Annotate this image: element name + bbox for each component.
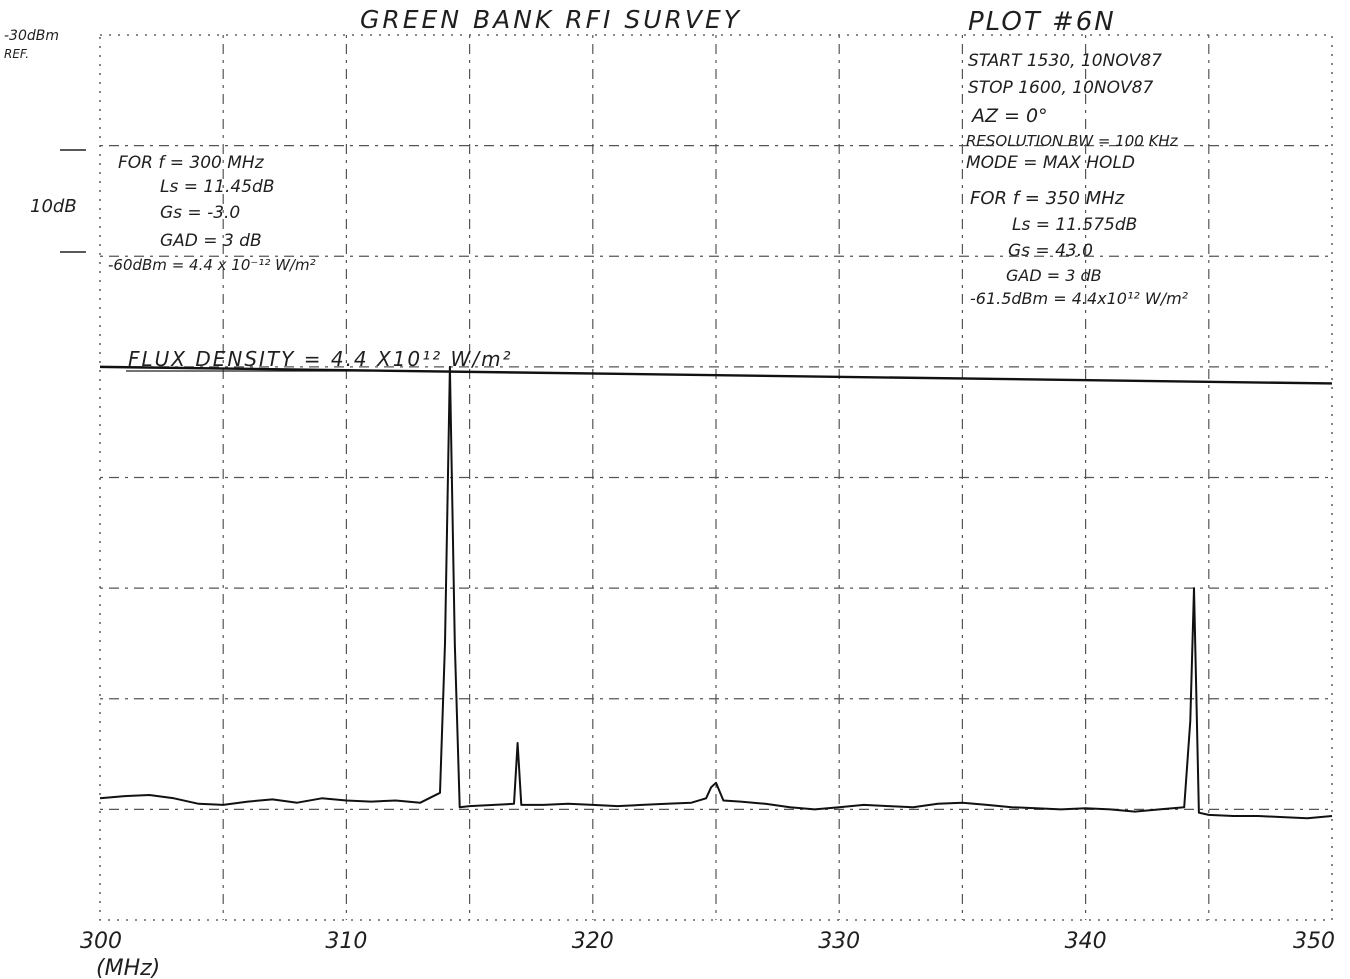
left-notes: FOR f = 300 MHz Ls = 11.45dB Gs = -3.0 G… [108,153,316,274]
grid [99,34,1333,921]
x-tick-label: 320 [572,929,614,954]
scale-label: 10dB [30,196,77,217]
right-note-resolution: RESOLUTION BW = 100 KHz [966,132,1179,150]
flux-density-line [99,365,1333,385]
right-note-conversion: -61.5dBm = 4.4x10¹² W/m² [970,289,1189,308]
x-tick-label: 340 [1065,929,1107,954]
plot-number: PLOT #6N [968,7,1116,37]
x-tick-labels: 300 310 320 330 340 350 [80,929,1335,954]
left-note-frequency: FOR f = 300 MHz [118,153,265,173]
reference-label: REF. [4,47,29,61]
right-note-frequency: FOR f = 350 MHz [970,188,1125,209]
right-note-gad: GAD = 3 dB [1006,266,1102,285]
right-note-gs: Gs = 43.0 [1008,241,1093,261]
right-note-azimuth: AZ = 0° [970,105,1048,127]
left-note-gad: GAD = 3 dB [160,231,262,251]
right-note-ls: Ls = 11.575dB [1012,215,1137,235]
x-axis-label: (MHz) [96,956,160,979]
x-tick-label: 330 [818,929,860,954]
left-note-ls: Ls = 11.45dB [160,177,275,197]
x-tick-label: 350 [1293,929,1335,954]
right-notes: START 1530, 10NOV87 STOP 1600, 10NOV87 A… [966,51,1189,308]
right-note-mode: MODE = MAX HOLD [966,153,1135,173]
reference-level-label: -30dBm [4,28,59,44]
x-tick-label: 310 [325,929,367,954]
chart-title: GREEN BANK RFI SURVEY [360,5,742,34]
left-note-conversion: -60dBm = 4.4 x 10⁻¹² W/m² [108,256,316,274]
right-note-stop: STOP 1600, 10NOV87 [968,78,1153,98]
plot-frame [99,34,1333,921]
right-note-start: START 1530, 10NOV87 [968,51,1162,71]
spectrum-trace [99,365,1333,820]
left-note-gs: Gs = -3.0 [160,203,240,223]
x-tick-label: 300 [80,929,122,954]
